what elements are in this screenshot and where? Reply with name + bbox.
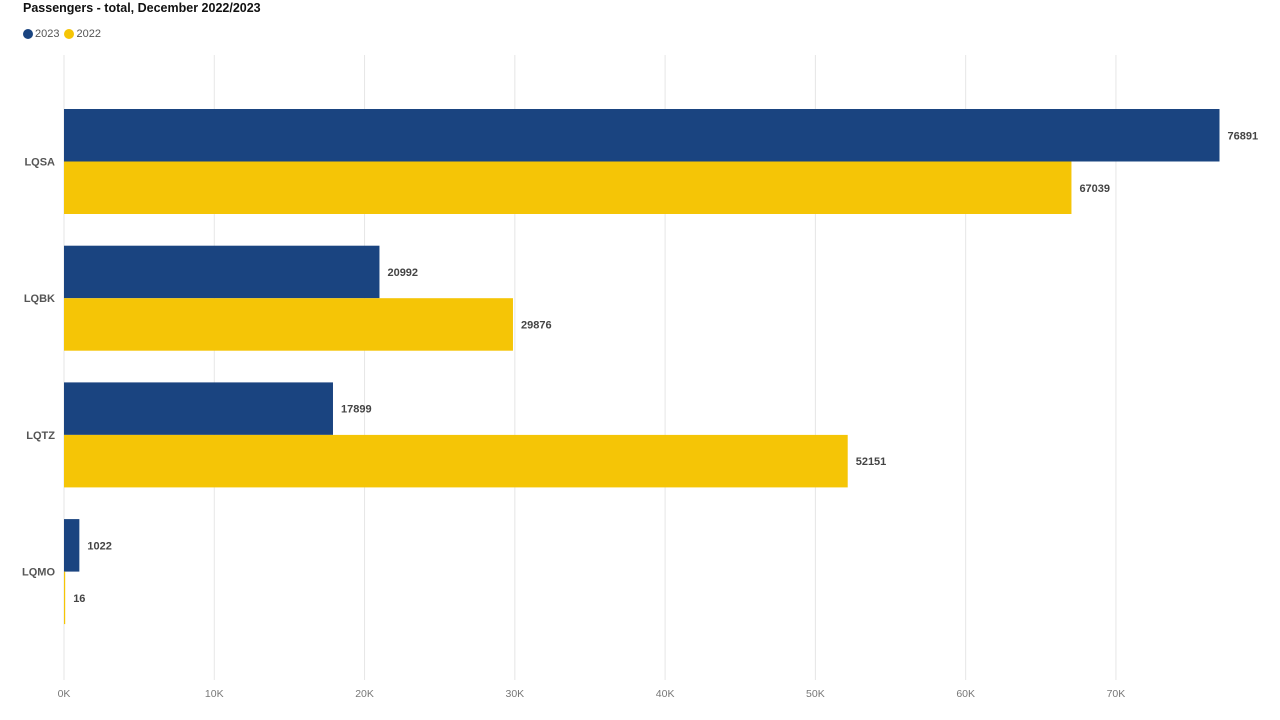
y-tick-label: LQTZ xyxy=(26,430,55,442)
x-tick-label: 20K xyxy=(355,688,374,700)
legend-label-2023: 2023 xyxy=(35,28,60,40)
legend-marker-2023 xyxy=(23,29,33,39)
chart-title: Passengers - total, December 2022/2023 xyxy=(23,1,261,15)
x-tick-label: 70K xyxy=(1107,688,1126,700)
legend-item-2023[interactable]: 2023 xyxy=(23,28,59,40)
data-label: 67039 xyxy=(1079,183,1110,195)
bar-2022-LQTZ xyxy=(64,434,848,488)
bar-2023-LQSA xyxy=(64,109,1220,162)
bar-2023-LQBK xyxy=(64,245,380,299)
x-tick-label: 30K xyxy=(505,688,524,700)
x-tick-label: 60K xyxy=(956,688,975,700)
x-tick-label: 50K xyxy=(806,688,825,700)
legend: 2023 2022 xyxy=(23,28,106,40)
legend-marker-2022 xyxy=(64,29,75,39)
data-label: 20992 xyxy=(387,267,418,279)
x-tick-label: 40K xyxy=(656,688,675,700)
x-tick-label: 10K xyxy=(205,688,224,700)
y-tick-label: LQMO xyxy=(22,567,55,579)
bar-2023-LQTZ xyxy=(64,382,333,435)
bar-2022-LQSA xyxy=(64,161,1072,214)
data-label: 17899 xyxy=(341,404,372,416)
bar-2022-LQBK xyxy=(64,298,513,351)
data-label: 76891 xyxy=(1228,130,1259,142)
x-tick-label: 0K xyxy=(58,688,71,700)
data-label: 16 xyxy=(73,593,85,605)
bar-2022-LQMO xyxy=(64,571,66,625)
data-label: 52151 xyxy=(856,456,887,468)
bar-2023-LQMO xyxy=(64,519,80,572)
data-label: 29876 xyxy=(521,319,552,331)
y-tick-label: LQSA xyxy=(24,157,55,169)
data-label: 1022 xyxy=(87,540,111,552)
legend-label-2022: 2022 xyxy=(76,28,101,40)
y-tick-label: LQBK xyxy=(24,293,55,305)
legend-item-2022[interactable]: 2022 xyxy=(64,28,101,40)
